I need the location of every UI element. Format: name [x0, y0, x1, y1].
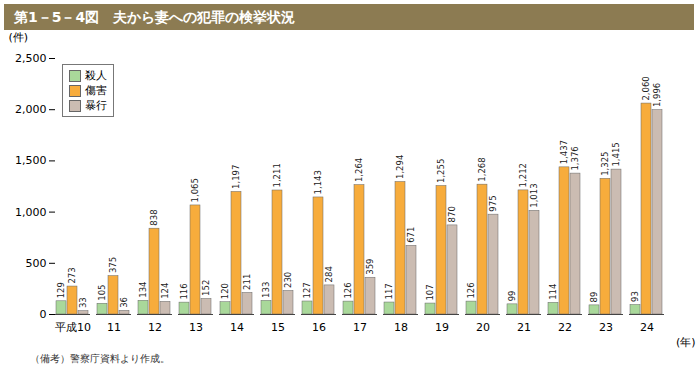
svg-text:975: 975: [488, 195, 498, 211]
svg-text:1,325: 1,325: [600, 151, 610, 175]
svg-text:1,415: 1,415: [611, 142, 621, 166]
svg-text:124: 124: [160, 283, 170, 299]
svg-text:1,013: 1,013: [529, 183, 539, 207]
svg-text:1,000: 1,000: [15, 206, 47, 219]
svg-text:107: 107: [425, 284, 435, 300]
svg-text:1,294: 1,294: [395, 155, 405, 179]
svg-text:16: 16: [312, 321, 326, 334]
svg-text:129: 129: [56, 282, 66, 298]
svg-text:0: 0: [40, 308, 47, 321]
svg-text:22: 22: [558, 321, 572, 334]
html-text:第1－5－4図 夫から妻への犯罪の検挙状況: 第1－5－4図 夫から妻への犯罪の検挙状況: [14, 9, 296, 25]
svg-text:14: 14: [230, 321, 244, 334]
svg-text:15: 15: [271, 321, 285, 334]
svg-text:375: 375: [108, 257, 118, 273]
svg-text:17: 17: [353, 321, 367, 334]
svg-text:127: 127: [302, 282, 312, 298]
svg-text:230: 230: [283, 272, 293, 288]
svg-text:1,437: 1,437: [559, 140, 569, 164]
html-text:傷害: 傷害: [85, 84, 107, 97]
svg-text:89: 89: [589, 292, 599, 303]
svg-text:117: 117: [384, 283, 394, 299]
svg-text:36: 36: [119, 297, 129, 308]
svg-text:126: 126: [466, 282, 476, 298]
svg-text:33: 33: [78, 297, 88, 308]
svg-text:24: 24: [640, 321, 654, 334]
svg-text:211: 211: [242, 274, 252, 290]
svg-text:2,060: 2,060: [641, 76, 651, 100]
svg-text:133: 133: [261, 282, 271, 298]
svg-text:1,197: 1,197: [231, 165, 241, 189]
svg-text:671: 671: [406, 227, 416, 243]
svg-text:2,000: 2,000: [15, 103, 47, 116]
svg-text:1,065: 1,065: [190, 178, 200, 202]
svg-text:13: 13: [189, 321, 203, 334]
html-text:殺人: 殺人: [85, 69, 107, 82]
svg-text:1,376: 1,376: [570, 146, 580, 170]
svg-text:平成10: 平成10: [55, 321, 91, 334]
svg-text:1,500: 1,500: [15, 154, 47, 167]
svg-text:126: 126: [343, 282, 353, 298]
svg-text:2,500: 2,500: [15, 52, 47, 65]
svg-text:1,211: 1,211: [272, 163, 282, 187]
svg-text:18: 18: [394, 321, 408, 334]
svg-text:870: 870: [447, 206, 457, 222]
svg-text:20: 20: [476, 321, 490, 334]
svg-text:838: 838: [149, 209, 159, 225]
svg-text:1,996: 1,996: [652, 83, 662, 107]
svg-text:134: 134: [138, 282, 148, 298]
svg-text:(件): (件): [9, 31, 29, 44]
svg-text:93: 93: [630, 291, 640, 302]
html-text:暴行: 暴行: [85, 99, 107, 112]
svg-text:1,268: 1,268: [477, 157, 487, 181]
svg-text:19: 19: [435, 321, 449, 334]
svg-text:114: 114: [548, 284, 558, 300]
svg-text:1,212: 1,212: [518, 163, 528, 187]
svg-text:12: 12: [148, 321, 162, 334]
svg-text:120: 120: [220, 283, 230, 299]
svg-text:500: 500: [26, 257, 47, 270]
svg-text:99: 99: [507, 291, 517, 302]
svg-text:21: 21: [517, 321, 531, 334]
svg-text:273: 273: [67, 267, 77, 283]
svg-text:23: 23: [599, 321, 613, 334]
svg-text:1,264: 1,264: [354, 158, 364, 182]
svg-text:(年): (年): [676, 336, 696, 349]
svg-text:105: 105: [97, 285, 107, 301]
html-text:（備考）警察庁資料より作成。: （備考）警察庁資料より作成。: [30, 353, 170, 364]
svg-text:116: 116: [179, 283, 189, 299]
svg-text:284: 284: [324, 266, 334, 282]
svg-text:1,143: 1,143: [313, 170, 323, 194]
svg-text:359: 359: [365, 259, 375, 275]
svg-text:11: 11: [107, 321, 121, 334]
svg-text:152: 152: [201, 280, 211, 296]
svg-text:1,255: 1,255: [436, 159, 446, 183]
